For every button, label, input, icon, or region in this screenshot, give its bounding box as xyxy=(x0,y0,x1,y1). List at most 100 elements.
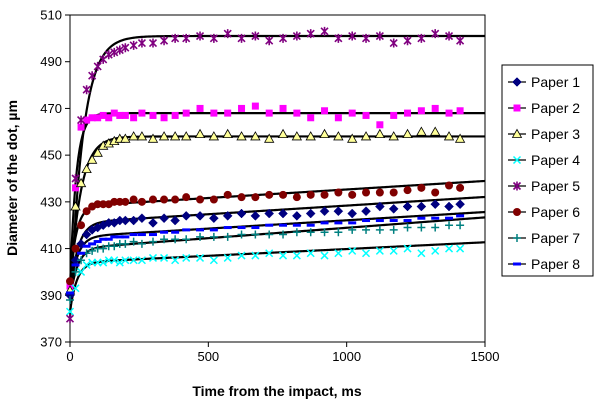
data-point xyxy=(375,31,384,41)
data-point xyxy=(121,111,129,119)
data-point xyxy=(416,201,427,212)
data-point xyxy=(66,277,74,286)
data-point xyxy=(251,193,260,202)
data-point xyxy=(251,251,260,260)
data-point xyxy=(334,188,343,197)
data-point xyxy=(137,197,146,206)
data-point xyxy=(99,244,108,253)
data-point xyxy=(81,229,92,240)
data-point xyxy=(278,208,288,219)
data-point xyxy=(305,131,316,141)
legend-item: Paper 1 xyxy=(508,74,580,90)
data-point xyxy=(75,177,87,188)
data-point xyxy=(445,244,454,253)
data-point xyxy=(347,133,358,143)
data-point xyxy=(171,33,180,43)
data-point xyxy=(389,219,398,223)
legend-marker xyxy=(512,181,522,191)
data-point xyxy=(389,188,398,197)
data-point xyxy=(160,235,169,244)
data-point xyxy=(70,201,81,211)
data-point xyxy=(251,102,259,110)
data-point xyxy=(361,33,371,43)
data-point xyxy=(195,31,205,41)
data-point xyxy=(291,131,303,141)
data-point xyxy=(169,131,181,141)
data-point xyxy=(237,193,246,202)
data-point xyxy=(431,216,440,220)
data-point xyxy=(306,29,315,39)
data-point xyxy=(182,33,191,43)
data-point xyxy=(454,133,466,143)
legend-marker xyxy=(511,128,523,138)
data-point xyxy=(121,256,130,265)
data-point xyxy=(148,38,158,48)
data-point xyxy=(77,115,86,125)
data-point xyxy=(82,85,91,95)
data-point xyxy=(137,239,146,248)
data-point xyxy=(265,36,274,46)
data-point xyxy=(223,226,232,230)
fit-curves xyxy=(68,34,486,319)
data-point xyxy=(348,221,357,225)
data-point xyxy=(320,228,329,237)
data-point xyxy=(196,253,205,262)
legend-item: Paper 7 xyxy=(508,230,580,246)
data-point xyxy=(194,128,206,139)
data-point xyxy=(110,235,119,239)
data-point xyxy=(319,206,330,217)
legend-label: Paper 2 xyxy=(531,100,580,116)
data-point xyxy=(236,131,247,141)
axes: 370 390 410 430 450 470 490 510 0 500 1000 1500 xyxy=(40,8,499,365)
data-point xyxy=(403,186,412,195)
data-point xyxy=(77,256,86,265)
data-point xyxy=(431,246,440,255)
data-point xyxy=(320,251,329,260)
data-point xyxy=(416,126,427,136)
data-point xyxy=(209,33,218,43)
data-point xyxy=(104,50,113,60)
data-point xyxy=(306,223,315,227)
legend-item: Paper 4 xyxy=(508,152,580,168)
data-point xyxy=(375,201,385,212)
data-point xyxy=(181,211,192,221)
data-point xyxy=(105,114,113,122)
data-point xyxy=(130,114,138,122)
data-point xyxy=(115,197,124,206)
data-point xyxy=(160,114,168,122)
data-point xyxy=(115,45,124,55)
data-point xyxy=(136,131,148,141)
series-1 xyxy=(65,199,465,301)
data-point xyxy=(417,33,426,43)
data-point xyxy=(93,61,102,71)
data-point xyxy=(128,215,139,226)
data-point xyxy=(222,128,233,139)
data-point xyxy=(292,31,301,41)
data-point xyxy=(65,314,75,324)
data-point xyxy=(375,219,384,223)
data-point xyxy=(360,131,372,141)
data-point xyxy=(306,228,315,237)
legend-label: Paper 1 xyxy=(531,74,580,90)
data-point xyxy=(320,221,329,225)
data-point xyxy=(250,211,261,221)
data-point xyxy=(362,188,371,197)
data-point xyxy=(77,267,86,276)
data-point xyxy=(149,195,157,204)
data-point xyxy=(196,104,204,112)
data-point xyxy=(251,31,260,41)
data-point xyxy=(137,256,146,265)
data-point xyxy=(444,201,454,212)
series-8 xyxy=(66,214,465,295)
data-point xyxy=(251,230,260,239)
data-point xyxy=(224,109,232,117)
data-point xyxy=(77,251,86,255)
data-point xyxy=(292,228,301,237)
x-tick-label: 1000 xyxy=(332,349,361,364)
plot-area xyxy=(69,14,486,343)
data-point xyxy=(129,195,138,204)
data-point xyxy=(237,226,246,230)
legend-marker xyxy=(513,234,521,242)
legend-marker xyxy=(512,155,522,165)
data-point xyxy=(250,131,261,141)
